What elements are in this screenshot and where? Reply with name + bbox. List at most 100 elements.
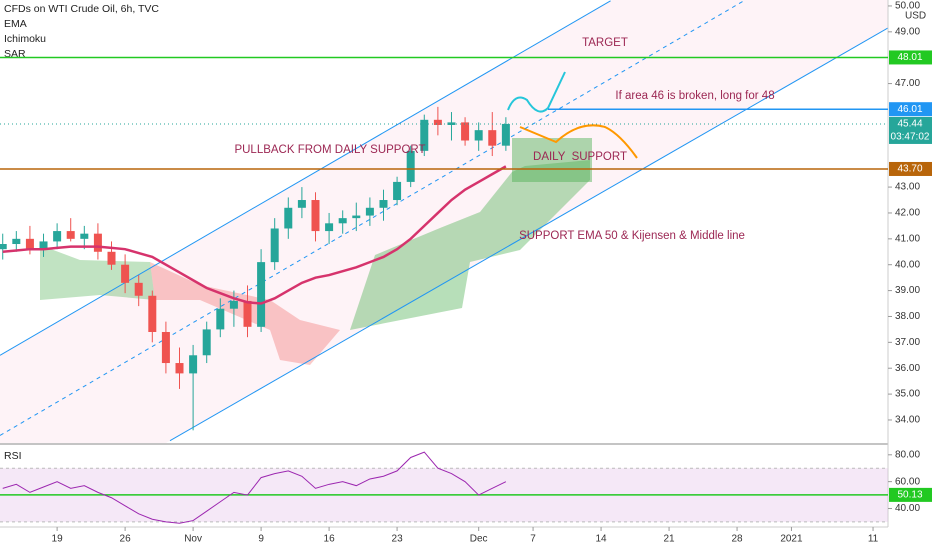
y-tick-label: 34.00 <box>895 415 920 426</box>
x-tick-label: 14 <box>596 534 608 545</box>
rsi-title: RSI <box>4 450 22 462</box>
y-tick-label: 37.00 <box>895 337 920 348</box>
candle-body <box>297 200 306 208</box>
annotation: SUPPORT EMA 50 & Kijensen & Middle line <box>519 230 745 242</box>
x-tick-label: 26 <box>120 534 132 545</box>
price-pane <box>0 0 888 443</box>
x-tick-label: 23 <box>392 534 404 545</box>
candle-body <box>243 300 252 327</box>
candle-body <box>447 122 456 125</box>
candle-body <box>325 223 334 232</box>
level-tag <box>889 487 932 502</box>
candle-body <box>175 363 184 374</box>
ichimoku-cloud <box>350 160 590 330</box>
candle-body <box>488 130 497 146</box>
level-label: 46.01 <box>897 104 922 115</box>
channel-fill <box>0 0 888 443</box>
candle-body <box>216 308 225 330</box>
projection-up <box>507 71 566 113</box>
candle-body <box>461 122 470 141</box>
level-tag <box>889 50 932 65</box>
last-price-tag <box>889 116 932 144</box>
daily-support-zone <box>512 138 592 182</box>
candle-body <box>39 241 48 250</box>
candle-body <box>406 150 415 182</box>
candle-body <box>365 207 374 216</box>
projection-pullback <box>519 124 638 159</box>
candle-body <box>501 123 510 146</box>
x-tick-label: 28 <box>731 534 743 545</box>
y-tick-label: 42.00 <box>895 208 920 219</box>
ema-line <box>2 165 507 305</box>
y-tick-label: 47.00 <box>895 78 920 89</box>
level-label: 50.13 <box>897 490 922 501</box>
level-label: 43.70 <box>897 164 922 175</box>
candle-body <box>25 238 34 250</box>
candle-body <box>433 119 442 125</box>
candle-body <box>93 233 102 252</box>
candle-body <box>379 200 388 208</box>
annotation: PULLBACK FROM DAILY SUPPORT <box>234 144 425 156</box>
annotation: DAILY SUPPORT <box>533 151 627 163</box>
candle-body <box>352 215 361 219</box>
legend-entry: Ichimoku <box>4 33 46 45</box>
annotation: If area 46 is broken, long for 48 <box>615 90 774 102</box>
y-tick-label: 41.00 <box>895 233 920 244</box>
candle-body <box>474 130 483 141</box>
candle-body <box>121 264 130 283</box>
channel-line <box>0 0 611 356</box>
candle-body <box>161 331 170 364</box>
candle-body <box>229 300 238 309</box>
rsi-line <box>2 451 507 524</box>
legend-entry: EMA <box>4 18 27 30</box>
x-tick-label: 16 <box>324 534 336 545</box>
currency: USD <box>905 11 926 22</box>
level-tag <box>889 161 932 176</box>
last-price-label: 45.44 <box>897 119 922 130</box>
candle-body <box>53 231 62 242</box>
candle-body <box>107 251 116 265</box>
x-tick-label: 9 <box>258 534 264 545</box>
y-tick-label: 38.00 <box>895 311 920 322</box>
candle-body <box>189 355 198 374</box>
candle-body <box>284 207 293 229</box>
x-tick-label: 21 <box>663 534 675 545</box>
candle-body <box>270 228 279 263</box>
x-tick-label: 2021 <box>780 534 803 545</box>
ichimoku-cloud <box>40 245 155 300</box>
candle-body <box>148 295 157 332</box>
candle-body <box>257 262 266 327</box>
candle-body <box>66 231 75 239</box>
x-tick-label: 19 <box>52 534 64 545</box>
y-tick-label: 40.00 <box>895 503 920 514</box>
y-tick-label: 39.00 <box>895 285 920 296</box>
y-tick-label: 80.00 <box>895 449 920 460</box>
y-tick-label: 49.00 <box>895 26 920 37</box>
candle-body <box>80 233 89 239</box>
candle-body <box>202 329 211 356</box>
candle-body <box>311 200 320 232</box>
chart-title: CFDs on WTI Crude Oil, 6h, TVC <box>4 3 159 15</box>
candle-body <box>12 238 21 245</box>
y-tick-label: 43.00 <box>895 182 920 193</box>
candle-body <box>134 282 143 296</box>
y-tick-label: 35.00 <box>895 389 920 400</box>
level-tag <box>889 102 932 117</box>
annotation: TARGET <box>582 37 628 49</box>
candle-body <box>420 119 429 151</box>
candle-body <box>393 181 402 201</box>
y-tick-label: 36.00 <box>895 363 920 374</box>
y-tick-label: 50.00 <box>895 1 920 12</box>
y-tick-label: 40.00 <box>895 259 920 270</box>
countdown: 03:47:02 <box>891 132 930 143</box>
x-tick-label: 7 <box>530 534 536 545</box>
level-label: 48.01 <box>897 52 922 63</box>
candle-body <box>338 218 347 224</box>
channel-line <box>169 27 888 442</box>
y-tick-label: 60.00 <box>895 476 920 487</box>
candle-body <box>0 244 7 250</box>
x-tick-label: Nov <box>184 534 202 545</box>
x-tick-label: 11 <box>868 534 879 545</box>
x-tick-label: Dec <box>470 534 488 545</box>
